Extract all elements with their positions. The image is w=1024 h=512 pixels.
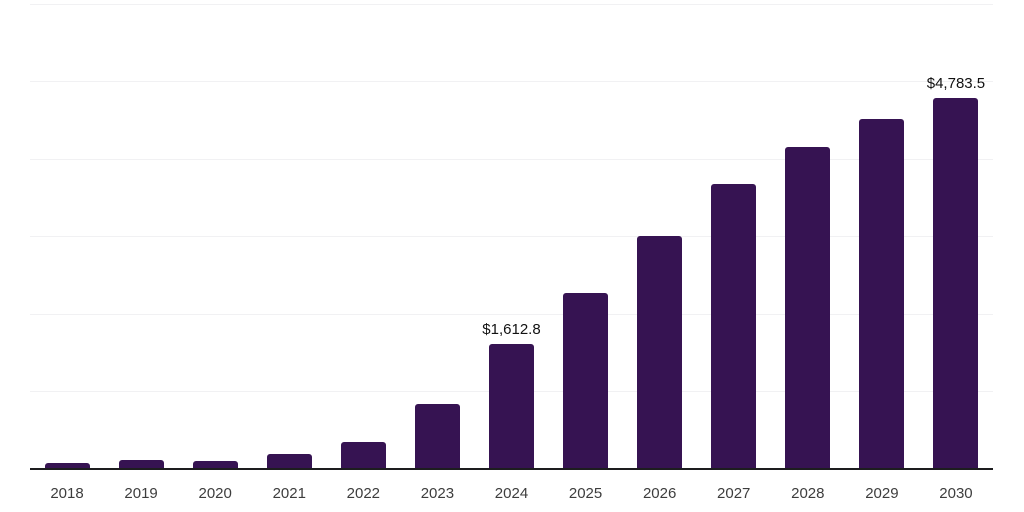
gridline-6000: [30, 3, 993, 5]
x-tick-label-2020: 2020: [198, 485, 232, 502]
value-label-2030: $4,783.5: [926, 75, 986, 93]
bar-2020: [192, 460, 238, 469]
x-tick-label-2018: 2018: [50, 485, 84, 502]
bar-2027: [711, 184, 757, 469]
plot-area: 2018 2019 2020 2021 2022 2023 $1,612.8 2024 2025…: [30, 0, 993, 512]
x-tick-label-2023: 2023: [420, 485, 455, 502]
x-tick-label-2030: 2030: [939, 485, 973, 502]
x-tick-label-2028: 2028: [791, 485, 825, 502]
bar-2026: [637, 235, 683, 469]
gridline-2000: [30, 313, 993, 315]
value-label-2024: $1,612.8: [482, 321, 541, 338]
x-tick-label-2026: 2026: [642, 485, 677, 502]
bar-2028: [785, 146, 831, 469]
x-tick-label-2019: 2019: [124, 485, 158, 502]
x-tick-label-2024: 2024: [494, 485, 529, 502]
x-tick-label-2022: 2022: [346, 485, 381, 502]
x-tick-label-2027: 2027: [717, 485, 751, 502]
bar-2022: [340, 442, 386, 469]
x-tick-label-2021: 2021: [272, 485, 306, 502]
x-axis-line: [30, 468, 993, 470]
gridline-3000: [30, 236, 993, 237]
bar-2023: [414, 403, 460, 469]
bar-2029: [859, 118, 905, 469]
x-tick-label-2029: 2029: [865, 485, 899, 502]
x-tick-label-2025: 2025: [568, 485, 603, 502]
bar-2018: [44, 462, 90, 469]
gridline-5000: [30, 81, 993, 82]
bar-2019: [118, 460, 164, 469]
gridline-4000: [30, 158, 993, 160]
bar-2021: [266, 454, 312, 469]
bar-2024: [489, 344, 534, 469]
bar-2030: [933, 98, 979, 469]
bar-2025: [563, 293, 609, 469]
